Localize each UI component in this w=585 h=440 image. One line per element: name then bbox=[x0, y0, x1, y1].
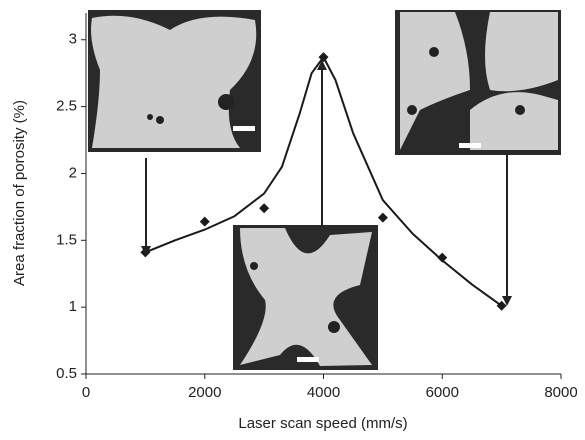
inset-left bbox=[88, 10, 261, 152]
x-tick-label: 2000 bbox=[188, 384, 221, 401]
data-point bbox=[259, 203, 270, 214]
y-tick-label: 1 bbox=[69, 298, 77, 315]
y-tick-label: 2 bbox=[69, 164, 77, 181]
inset-center bbox=[233, 225, 378, 370]
y-axis-title: Area fraction of porosity (%) bbox=[11, 100, 28, 286]
y-tick-label: 2.5 bbox=[56, 98, 77, 115]
inset-right bbox=[395, 10, 561, 155]
y-tick-label: 3 bbox=[69, 31, 77, 48]
x-tick-label: 4000 bbox=[307, 384, 340, 401]
x-tick-label: 6000 bbox=[426, 384, 459, 401]
data-point bbox=[377, 212, 388, 223]
data-point bbox=[199, 216, 210, 227]
y-tick-label: 1.5 bbox=[56, 231, 77, 248]
arrows bbox=[141, 60, 512, 306]
y-tick-label: 0.5 bbox=[56, 365, 77, 382]
data-point bbox=[437, 252, 448, 263]
x-tick-label: 8000 bbox=[544, 384, 577, 401]
x-axis-title: Laser scan speed (mm/s) bbox=[238, 415, 407, 432]
x-tick-label: 0 bbox=[82, 384, 90, 401]
